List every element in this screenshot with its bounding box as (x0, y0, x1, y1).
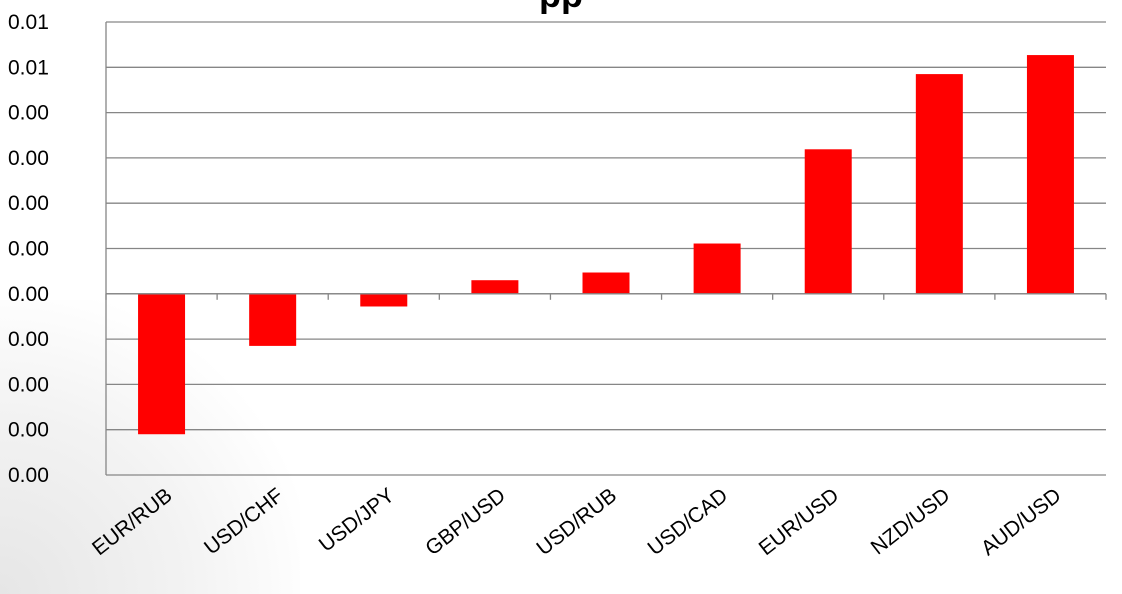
y-tick-label: 0.00 (8, 192, 49, 215)
x-tick-label: NZD/USD (867, 484, 955, 560)
y-tick-label: 0.01 (8, 56, 49, 79)
bar-eur-usd (804, 149, 852, 294)
x-tick-label: USD/RUB (532, 484, 621, 560)
chart-title: pp (0, 0, 1122, 14)
y-tick-label: 0.00 (8, 464, 49, 487)
bar-eur-rub (138, 293, 186, 435)
y-tick-label: 0.00 (8, 238, 49, 261)
x-tick-label: USD/JPY (315, 484, 399, 557)
y-tick-label: 0.00 (8, 373, 49, 396)
y-tick-label: 0.01 (8, 11, 49, 34)
y-tick-label: 0.00 (8, 419, 49, 442)
x-axis-tick-labels: EUR/RUB USD/CHF USD/JPY GBP/USD USD/RUB USD/C… (88, 484, 1066, 560)
bar-usd-cad (693, 243, 741, 294)
x-tick-label: EUR/RUB (88, 484, 177, 560)
bar-usd-rub (582, 272, 630, 294)
y-tick-label: 0.00 (8, 328, 49, 351)
y-tick-label: 0.00 (8, 283, 49, 306)
x-tick-label: USD/CHF (200, 484, 288, 560)
bar-gbp-usd (471, 280, 519, 294)
y-tick-label: 0.00 (8, 147, 49, 170)
y-axis-tick-labels: 0.01 0.01 0.00 0.00 0.00 0.00 0.00 0.00 0.00 0.00… (8, 11, 49, 487)
bar-usd-jpy (360, 293, 408, 307)
x-tick-label: AUD/USD (977, 484, 1066, 560)
x-tick-label: EUR/USD (755, 484, 844, 560)
bars (138, 55, 1074, 435)
x-tick-label: GBP/USD (421, 484, 510, 560)
axes (105, 22, 1107, 475)
bar-nzd-usd (915, 74, 963, 294)
bar-usd-chf (249, 293, 297, 346)
y-tick-label: 0.00 (8, 102, 49, 125)
bar-aud-usd (1026, 55, 1074, 294)
x-tick-label: USD/CAD (644, 484, 733, 560)
